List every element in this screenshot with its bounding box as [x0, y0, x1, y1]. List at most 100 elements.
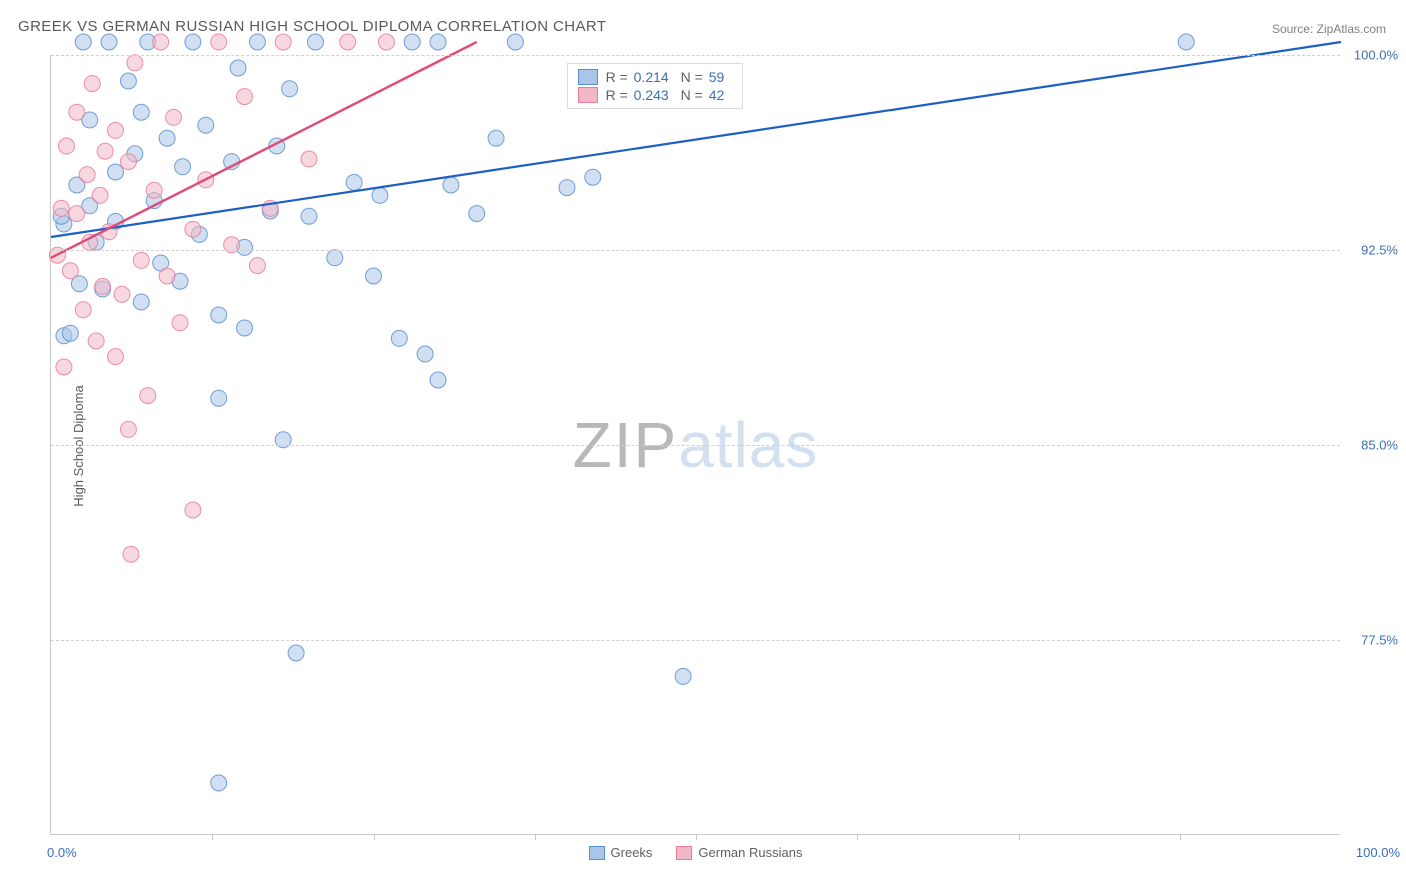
scatter-point: [1178, 34, 1194, 50]
scatter-point: [53, 200, 69, 216]
scatter-point: [237, 320, 253, 336]
scatter-point: [97, 143, 113, 159]
scatter-point: [120, 154, 136, 170]
scatter-point: [175, 159, 191, 175]
corr-text: R = 0.214 N = 59: [606, 69, 733, 85]
scatter-point: [211, 390, 227, 406]
scatter-point: [559, 180, 575, 196]
scatter-point: [469, 206, 485, 222]
scatter-point: [430, 34, 446, 50]
scatter-point: [185, 34, 201, 50]
x-tick: [212, 834, 213, 840]
grid-line: [51, 445, 1340, 446]
scatter-point: [366, 268, 382, 284]
scatter-point: [198, 117, 214, 133]
scatter-point: [108, 122, 124, 138]
scatter-point: [185, 221, 201, 237]
scatter-point: [391, 330, 407, 346]
grid-line: [51, 250, 1340, 251]
grid-line: [51, 55, 1340, 56]
scatter-point: [108, 164, 124, 180]
x-tick: [857, 834, 858, 840]
scatter-point: [120, 421, 136, 437]
scatter-point: [95, 278, 111, 294]
corr-legend-row: R = 0.214 N = 59: [578, 68, 733, 86]
scatter-point: [127, 55, 143, 71]
grid-line: [51, 640, 1340, 641]
x-tick: [535, 834, 536, 840]
scatter-point: [507, 34, 523, 50]
scatter-point: [140, 388, 156, 404]
scatter-point: [378, 34, 394, 50]
scatter-point: [340, 34, 356, 50]
scatter-point: [146, 182, 162, 198]
legend-swatch: [578, 69, 598, 85]
correlation-legend: R = 0.214 N = 59 R = 0.243 N = 42: [567, 63, 744, 109]
scatter-point: [79, 167, 95, 183]
x-max-label: 100.0%: [1356, 845, 1400, 860]
scatter-point: [372, 187, 388, 203]
corr-text: R = 0.243 N = 42: [606, 87, 733, 103]
scatter-point: [133, 104, 149, 120]
legend-swatch: [676, 846, 692, 860]
scatter-point: [166, 109, 182, 125]
scatter-point: [185, 502, 201, 518]
y-tick-label: 100.0%: [1354, 48, 1398, 63]
y-tick-label: 85.0%: [1361, 438, 1398, 453]
scatter-point: [301, 208, 317, 224]
scatter-point: [92, 187, 108, 203]
scatter-point: [249, 258, 265, 274]
scatter-point: [288, 645, 304, 661]
scatter-point: [159, 268, 175, 284]
corr-legend-row: R = 0.243 N = 42: [578, 86, 733, 104]
x-tick: [1019, 834, 1020, 840]
trend-line: [51, 42, 477, 258]
scatter-point: [211, 775, 227, 791]
y-tick-label: 77.5%: [1361, 633, 1398, 648]
scatter-point: [58, 138, 74, 154]
scatter-point: [282, 81, 298, 97]
scatter-point: [133, 252, 149, 268]
scatter-point: [417, 346, 433, 362]
scatter-point: [275, 34, 291, 50]
scatter-point: [56, 359, 72, 375]
scatter-point: [75, 34, 91, 50]
plot-area: ZIPatlas R = 0.214 N = 59 R = 0.243 N = …: [50, 55, 1340, 835]
chart-title: GREEK VS GERMAN RUSSIAN HIGH SCHOOL DIPL…: [18, 18, 606, 35]
scatter-point: [211, 34, 227, 50]
scatter-point: [249, 34, 265, 50]
scatter-point: [404, 34, 420, 50]
scatter-point: [307, 34, 323, 50]
scatter-point: [84, 76, 100, 92]
source-attribution: Source: ZipAtlas.com: [1272, 22, 1386, 36]
scatter-point: [159, 130, 175, 146]
scatter-point: [301, 151, 317, 167]
x-tick: [696, 834, 697, 840]
scatter-point: [585, 169, 601, 185]
scatter-point: [675, 668, 691, 684]
scatter-point: [62, 263, 78, 279]
scatter-point: [237, 89, 253, 105]
scatter-point: [430, 372, 446, 388]
correlation-chart: GREEK VS GERMAN RUSSIAN HIGH SCHOOL DIPL…: [0, 0, 1406, 892]
scatter-point: [172, 315, 188, 331]
scatter-point: [488, 130, 504, 146]
scatter-point: [69, 104, 85, 120]
legend-swatch: [589, 846, 605, 860]
bottom-legend: GreeksGerman Russians: [589, 845, 803, 860]
scatter-point: [69, 206, 85, 222]
x-tick: [374, 834, 375, 840]
scatter-point: [62, 325, 78, 341]
scatter-point: [327, 250, 343, 266]
scatter-point: [75, 302, 91, 318]
scatter-point: [123, 546, 139, 562]
x-tick: [1180, 834, 1181, 840]
scatter-point: [230, 60, 246, 76]
x-min-label: 0.0%: [47, 845, 77, 860]
scatter-point: [114, 286, 130, 302]
legend-label: Greeks: [611, 845, 653, 860]
y-tick-label: 92.5%: [1361, 243, 1398, 258]
scatter-point: [443, 177, 459, 193]
legend-item: Greeks: [589, 845, 653, 860]
scatter-point: [108, 349, 124, 365]
